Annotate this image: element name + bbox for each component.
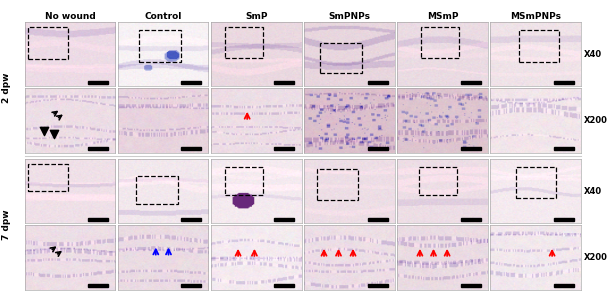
Bar xyxy=(275,284,294,287)
Text: X200: X200 xyxy=(584,116,608,125)
Text: X40: X40 xyxy=(584,187,603,196)
Bar xyxy=(461,218,481,221)
Bar xyxy=(226,167,264,195)
Bar xyxy=(88,81,108,84)
Bar xyxy=(181,147,201,150)
Bar xyxy=(181,81,201,84)
Text: Control: Control xyxy=(145,11,181,21)
Bar xyxy=(368,218,387,221)
Bar xyxy=(181,218,201,221)
Bar xyxy=(321,43,362,74)
Bar xyxy=(519,30,559,62)
Bar xyxy=(140,30,181,62)
Bar xyxy=(88,218,108,221)
Bar xyxy=(275,81,294,84)
Bar xyxy=(136,176,178,204)
Bar xyxy=(317,169,359,200)
Text: MSmPNPs: MSmPNPs xyxy=(510,11,562,21)
Bar xyxy=(554,218,574,221)
Text: 2 dpw: 2 dpw xyxy=(2,72,10,103)
Text: X40: X40 xyxy=(584,50,603,59)
Bar xyxy=(368,147,387,150)
Text: X200: X200 xyxy=(584,253,608,262)
Bar xyxy=(28,26,68,59)
Bar xyxy=(368,81,387,84)
Bar xyxy=(461,147,481,150)
Text: SmPNPs: SmPNPs xyxy=(329,11,370,21)
Bar xyxy=(461,81,481,84)
Bar xyxy=(181,284,201,287)
Bar xyxy=(275,218,294,221)
Bar xyxy=(88,284,108,287)
Text: No wound: No wound xyxy=(45,11,95,21)
Text: MSmP: MSmP xyxy=(427,11,459,21)
Bar xyxy=(28,164,68,191)
Text: 7 dpw: 7 dpw xyxy=(2,209,10,240)
Text: SmP: SmP xyxy=(245,11,267,21)
Bar xyxy=(226,27,264,58)
Bar xyxy=(516,167,556,198)
Bar xyxy=(554,81,574,84)
Bar xyxy=(88,147,108,150)
Bar xyxy=(275,147,294,150)
Bar xyxy=(421,27,459,58)
Bar xyxy=(419,167,457,195)
Bar xyxy=(554,284,574,287)
Bar xyxy=(368,284,387,287)
Bar xyxy=(461,284,481,287)
Bar xyxy=(554,147,574,150)
